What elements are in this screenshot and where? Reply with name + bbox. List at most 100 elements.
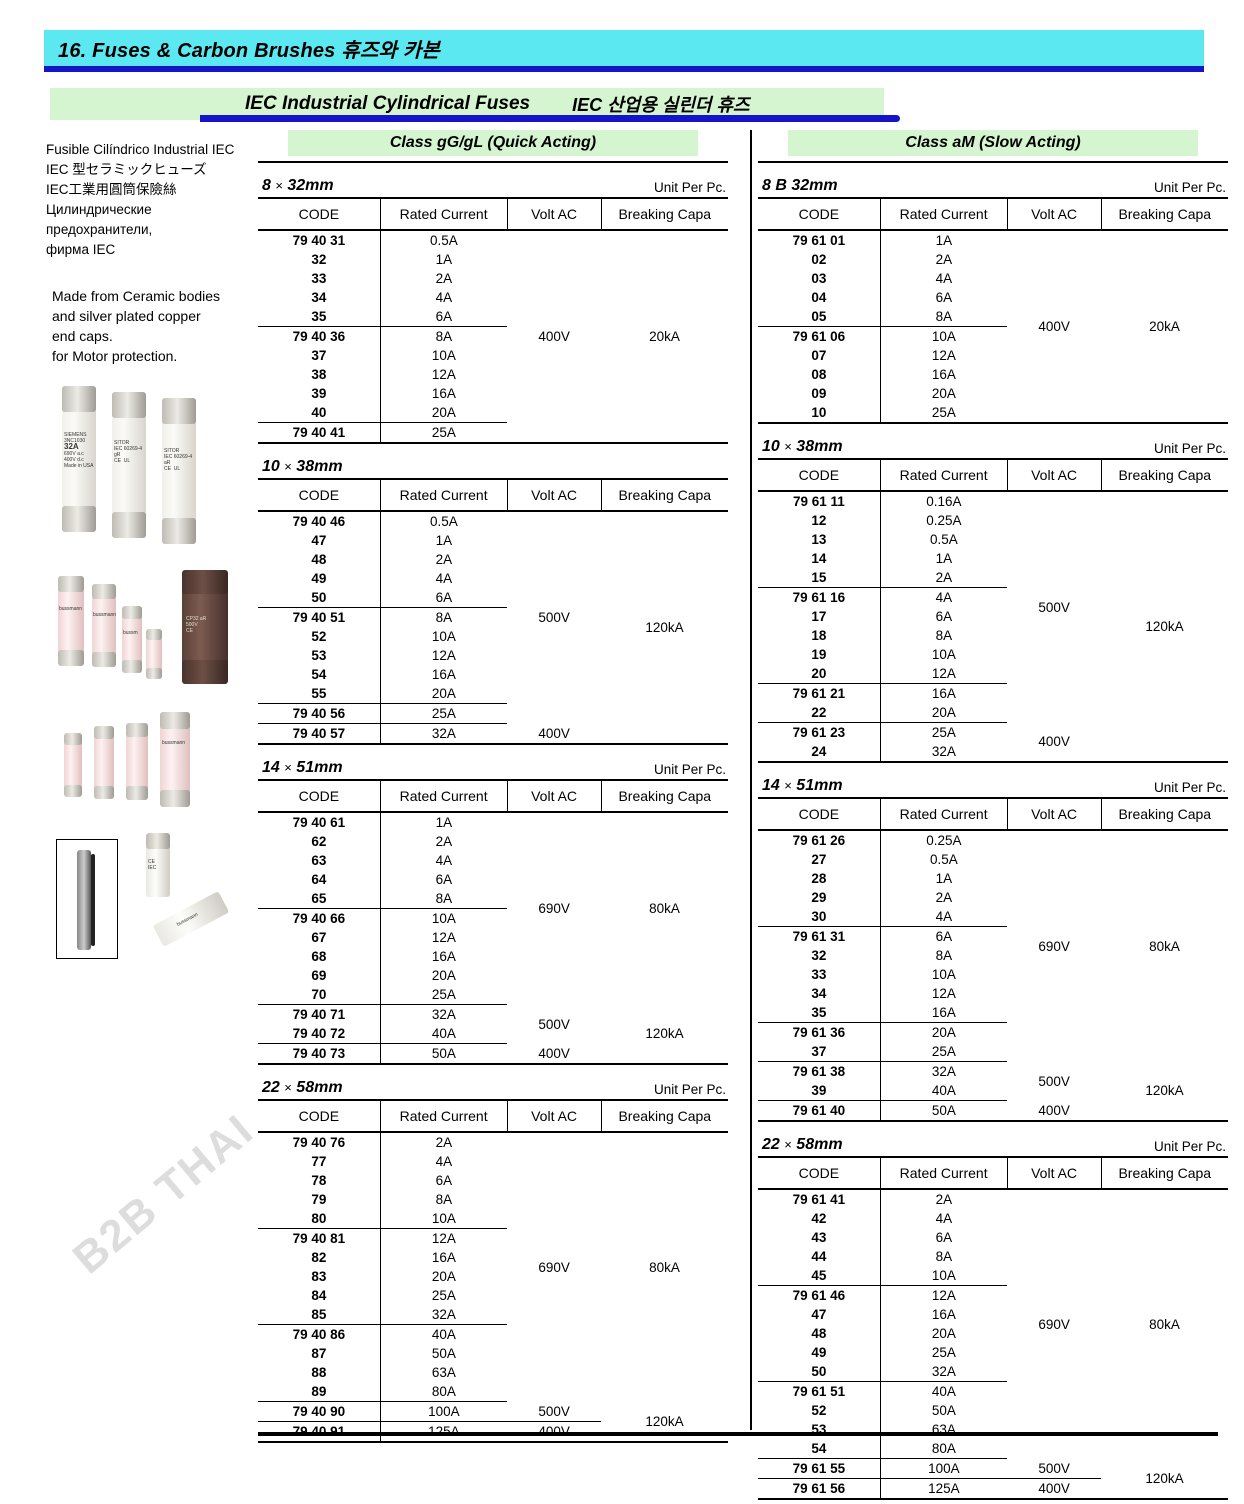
cell-code: 02 — [811, 252, 827, 267]
column-header: CODE — [758, 459, 881, 492]
cell-rated-current: 8A — [879, 626, 1008, 645]
table-row: 35 6A — [258, 307, 728, 327]
cell-code: 79 40 86 — [292, 1327, 346, 1342]
column-header: Breaking Capa — [1100, 459, 1228, 492]
cell-code: 79 61 01 — [792, 233, 846, 248]
table-row: 79 61 23 25A 400V — [758, 722, 1228, 749]
cell-code: 49 — [311, 571, 327, 586]
fuse-body: SITOR IEC 60269-4 aR CE UL — [162, 406, 196, 536]
spec-table-block: 8 × 32mm Unit Per Pc. CODE Rated Current Vol… — [258, 177, 728, 444]
spec-table: CODE Rated Current Volt AC Breaking Capa 79 … — [258, 1099, 728, 1443]
table-row: 79 40 57 32A 400V — [258, 723, 728, 744]
cell-code: 79 61 46 — [792, 1288, 846, 1303]
table-row: 65 8A — [258, 889, 728, 909]
cell-rated-current: 20A — [879, 384, 1008, 403]
page-bottom-rule — [258, 1432, 1218, 1436]
table-row: 78 6A — [258, 1171, 728, 1190]
table-size-title: 14 × 51mm — [762, 777, 843, 794]
table-row: 49 4A — [258, 569, 728, 588]
cell-rated-current: 10A — [879, 1266, 1008, 1286]
fuse-body: SITOR IEC 60269-4 gR CE UL — [112, 400, 146, 530]
cell-rated-current: 16A — [379, 665, 508, 684]
table-row: 79 40 56 25A — [258, 703, 728, 724]
table-row: 33 10A — [758, 965, 1228, 984]
cell-code: 82 — [311, 1250, 327, 1265]
cell-rated-current: 2A — [879, 568, 1008, 588]
table-row: 34 4A — [258, 288, 728, 307]
cell-code: 32 — [811, 948, 827, 963]
cell-code: 79 40 31 — [292, 233, 346, 248]
table-row: 40 20A — [258, 403, 728, 423]
cell-rated-current: 125A — [879, 1478, 1008, 1499]
table-row: 05 8A — [758, 307, 1228, 327]
cell-code: 78 — [311, 1173, 327, 1188]
cell-code: 54 — [311, 667, 327, 682]
unit-per-piece-label: Unit Per Pc. — [1153, 441, 1226, 456]
column-header: CODE — [758, 1157, 881, 1190]
cell-volt-ac: 400V — [1038, 734, 1070, 750]
cell-code: 18 — [811, 628, 827, 643]
cell-volt-ac: 500V — [1038, 599, 1070, 615]
table-row: 79 40 90 100A 500V 120kA — [258, 1401, 728, 1443]
cell-rated-current: 32A — [379, 723, 508, 744]
spec-table: CODE Rated Current Volt AC Breaking Capa 79 … — [258, 478, 728, 745]
cell-rated-current: 10A — [379, 346, 508, 365]
cell-code: 69 — [311, 968, 327, 983]
cell-rated-current: 0.25A — [879, 830, 1008, 850]
column-header: Volt AC — [506, 479, 602, 512]
cell-rated-current: 40A — [879, 1081, 1008, 1101]
cell-rated-current: 40A — [879, 1381, 1008, 1401]
table-row: 83 20A — [258, 1267, 728, 1286]
column-slow-acting: Class aM (Slow Acting) 8 B 32mm Unit Per P… — [758, 130, 1228, 1500]
column-header: Breaking Capa — [600, 780, 728, 813]
table-row: 79 61 56 125A 400V — [758, 1478, 1228, 1499]
cell-rated-current: 4A — [379, 851, 508, 870]
cell-rated-current: 1A — [879, 869, 1008, 888]
cell-rated-current: 4A — [879, 907, 1008, 927]
cell-rated-current: 4A — [879, 587, 1008, 607]
table-row: 79 40 51 8A — [258, 607, 728, 627]
table-caption-row: 22 × 58mm Unit Per Pc. — [758, 1136, 1228, 1156]
fuse-end-cap — [122, 660, 142, 673]
spec-table: CODE Rated Current Volt AC Breaking Capa 79 … — [758, 197, 1228, 424]
cell-rated-current: 2A — [879, 1189, 1008, 1209]
section-band — [50, 88, 884, 120]
cell-breaking-capacity: 80kA — [649, 901, 680, 917]
cell-rated-current: 20A — [379, 1267, 508, 1286]
cell-code: 79 40 46 — [292, 514, 346, 529]
table-row: 32 1A — [258, 250, 728, 269]
cell-volt-ac: 500V — [1007, 1458, 1102, 1479]
cell-code: 43 — [811, 1230, 827, 1245]
table-row: 79 61 51 40A — [758, 1381, 1228, 1401]
table-row: 04 6A — [758, 288, 1228, 307]
table-row: 39 16A — [258, 384, 728, 403]
table-row: 88 63A — [258, 1363, 728, 1382]
column-header: Breaking Capa — [1100, 1157, 1228, 1190]
table-row: 79 40 31 0.5A 400V 20kA — [258, 230, 728, 344]
fuse-end-cap — [62, 386, 96, 412]
cell-rated-current: 12A — [879, 664, 1008, 684]
cell-rated-current: 8A — [379, 607, 508, 627]
table-size-title: 8 B 32mm — [762, 177, 838, 194]
column-header: Volt AC — [506, 1100, 602, 1133]
cell-code: 10 — [811, 405, 827, 420]
table-row: 79 40 91 125A 400V — [258, 1421, 728, 1442]
cell-rated-current: 50A — [879, 1100, 1008, 1121]
column-header: Breaking Capa — [600, 198, 728, 231]
cell-code: 50 — [258, 588, 381, 608]
table-row: 48 20A — [758, 1324, 1228, 1343]
fuse-body: CE IEC — [146, 841, 170, 897]
cell-breaking-capacity: 120kA — [645, 1026, 684, 1042]
fuse-blade — [91, 854, 95, 946]
table-row: 62 2A — [258, 832, 728, 851]
table-row: 07 12A — [758, 346, 1228, 365]
column-header: Rated Current — [379, 1100, 508, 1133]
cell-volt-ac: 400V — [1038, 319, 1070, 334]
table-size-title: 10 × 38mm — [762, 438, 843, 455]
table-row: 52 50A — [758, 1401, 1228, 1420]
table-row: 14 1A — [758, 549, 1228, 568]
cell-rated-current: 10A — [879, 965, 1008, 984]
fuse-end-cap — [92, 652, 116, 667]
cell-rated-current: 10A — [379, 627, 508, 646]
cell-code: 29 — [811, 890, 827, 905]
